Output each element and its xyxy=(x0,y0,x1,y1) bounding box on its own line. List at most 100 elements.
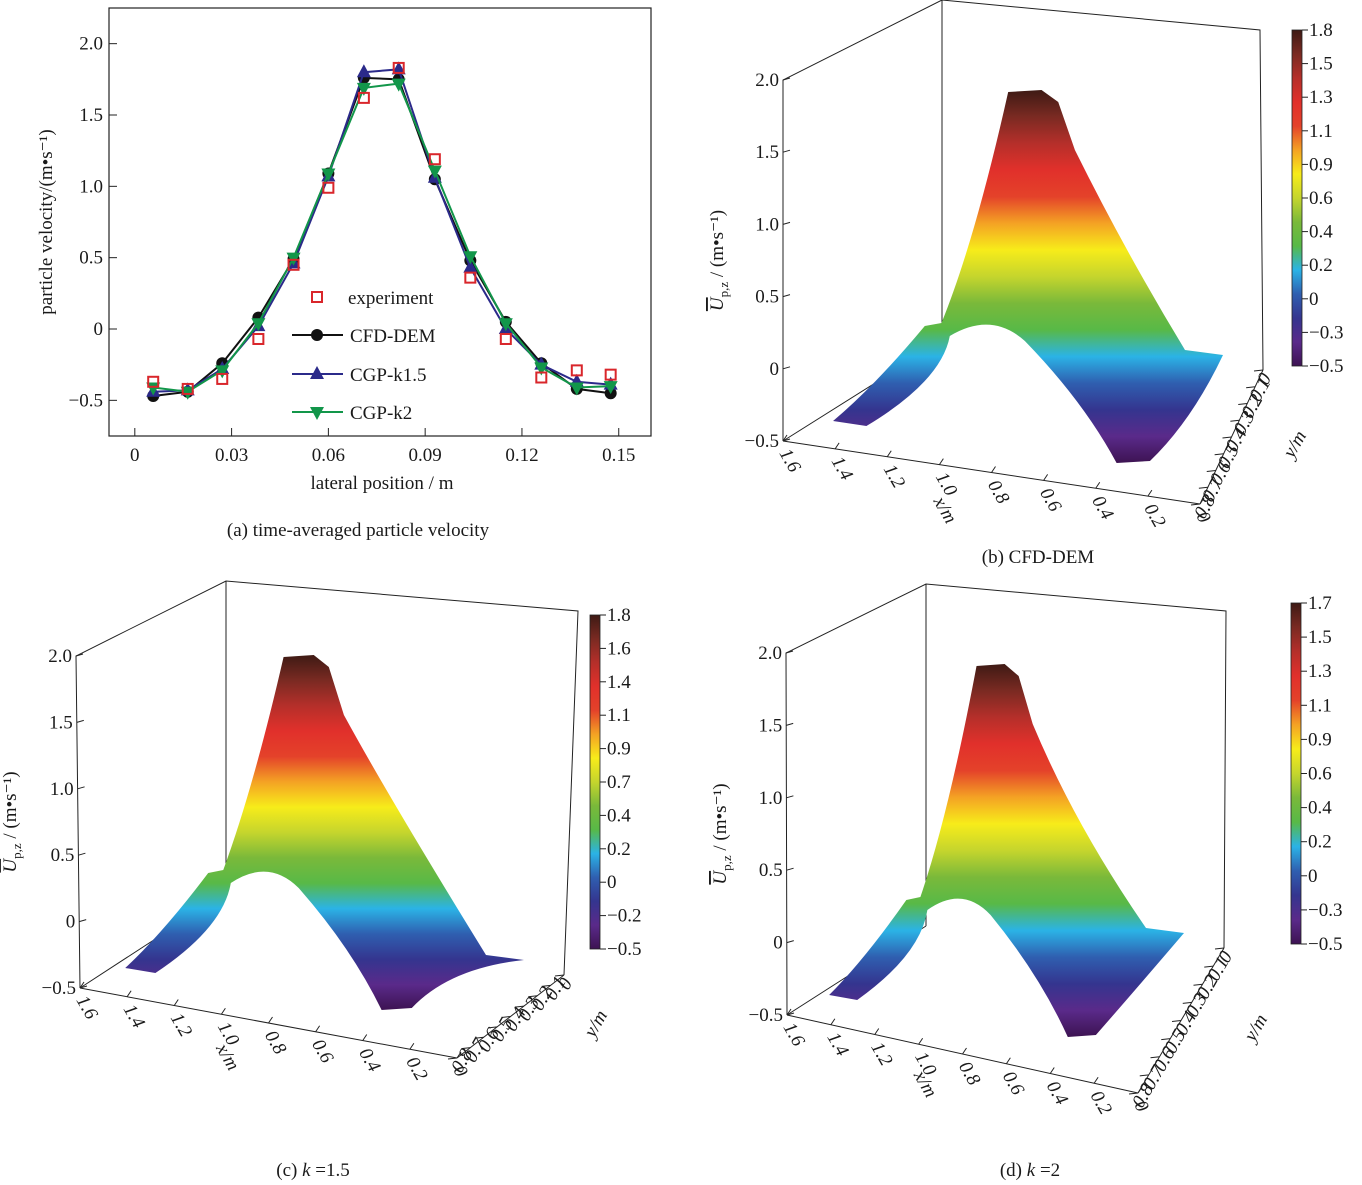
z-tick-label: 2.0 xyxy=(758,643,782,664)
data-point xyxy=(321,168,336,182)
z-label-subscript: p,z xyxy=(9,843,24,859)
data-point xyxy=(569,382,584,396)
y-tick xyxy=(1198,486,1208,489)
data-point xyxy=(534,362,549,376)
z-tick-label: 1.5 xyxy=(49,712,73,733)
x-tick-label: 0.6 xyxy=(307,1036,337,1068)
z-label-symbol: U xyxy=(0,858,21,873)
caption-prefix: (d) xyxy=(1000,1160,1027,1181)
colorbar-tick-label: 0.2 xyxy=(1309,255,1333,276)
x-tick xyxy=(79,981,85,989)
x-tick-label: 1.4 xyxy=(823,1029,853,1061)
data-point xyxy=(322,181,335,194)
colorbar-tick-label: −0.2 xyxy=(607,906,641,927)
colorbar-tick-label: 0 xyxy=(1308,866,1318,887)
data-point xyxy=(216,372,229,385)
y-tick xyxy=(1150,1056,1160,1059)
z-tick xyxy=(786,867,794,871)
y-axis-ticks: −0.5 0 0.5 1.0 1.5 2.0 xyxy=(69,34,117,411)
x-tick xyxy=(834,442,840,450)
x-tick-label: 1.6 xyxy=(72,992,102,1024)
y-tick-label: 1.0 xyxy=(79,176,103,197)
surface-mesh xyxy=(125,655,525,1010)
colorbar-tick-label: 0.4 xyxy=(1309,222,1333,243)
colorbar-tick-label: 1.6 xyxy=(607,638,631,659)
z-tick-label: 0.5 xyxy=(759,860,783,881)
x-tick-label: 0.4 xyxy=(354,1045,384,1077)
z-label-symbol: U xyxy=(707,296,728,311)
x-tick-label: 0.8 xyxy=(260,1027,290,1059)
colorbar-tick-label: 0 xyxy=(1309,289,1319,310)
x-tick xyxy=(786,1008,792,1016)
x-tick-label: 1.2 xyxy=(166,1010,196,1042)
caption-k: k xyxy=(302,1160,311,1181)
colorbar-tick-label: 0.6 xyxy=(1308,764,1332,785)
x-tick xyxy=(1137,1086,1143,1094)
panel-caption: (a) time-averaged particle velocity xyxy=(227,520,490,541)
panel-b-surface-plot: −0.5 0 0.5 1.0 1.5 2.0 Up,z / (m•s⁻¹) 1.6 1.4 1.2… xyxy=(707,0,1343,532)
x-axis-ticks: 0 0.03 0.06 0.09 0.12 0.15 xyxy=(130,428,635,466)
x-tick-label: 0.6 xyxy=(1035,484,1065,516)
z-tick xyxy=(782,149,791,153)
y-axis-label: y/m xyxy=(579,1007,612,1043)
z-tick xyxy=(75,653,84,657)
z-axis-label: Up,z / (m•s⁻¹) xyxy=(710,783,734,884)
y-tick xyxy=(514,1005,524,1008)
z-tick-label: 2.0 xyxy=(755,70,779,91)
colorbar-tick-label: 0.2 xyxy=(607,839,631,860)
colorbar-tick-label: 1.3 xyxy=(1309,87,1333,108)
caption-k: k xyxy=(1027,1160,1036,1181)
colorbar: 1.7 1.5 1.3 1.1 0.9 0.6 0.4 0.2 0 −0.3 −0.5 xyxy=(1290,593,1342,955)
colorbar-gradient xyxy=(1291,29,1303,367)
legend: experiment CFD-DEM CGP-k1.5 CGP-k2 xyxy=(292,288,436,424)
colorbar: 1.8 1.5 1.3 1.1 0.9 0.6 0.4 0.2 0 −0.3 −0.5 xyxy=(1291,20,1343,377)
colorbar-tick-label: 0.9 xyxy=(1308,729,1332,750)
data-point xyxy=(215,365,230,379)
data-point xyxy=(181,382,194,395)
z-tick xyxy=(782,221,791,225)
y-axis-label: particle velocity/(m•s⁻¹) xyxy=(36,129,57,314)
legend-label: experiment xyxy=(348,288,434,309)
z-tick xyxy=(782,438,791,442)
colorbar: 1.8 1.6 1.4 1.1 0.9 0.7 0.4 0.2 0 −0.2 −0.5 xyxy=(589,605,641,960)
data-point xyxy=(463,259,478,273)
y-tick xyxy=(554,974,565,977)
z-tick-label: 0 xyxy=(773,933,783,954)
data-point xyxy=(535,371,548,384)
z-label-unit: / (m•s⁻¹) xyxy=(710,783,731,855)
panel-d-surface-plot: −0.5 0 0.5 1.0 1.5 2.0 Up,z / (m•s⁻¹) 1.6 1.4 1.2… xyxy=(710,583,1342,1119)
legend-label: CGP-k2 xyxy=(350,403,412,424)
x-tick xyxy=(315,1025,321,1033)
z-tick-label: 0 xyxy=(770,359,780,380)
y-tick xyxy=(1161,1038,1171,1041)
legend-item: CGP-k1.5 xyxy=(292,365,427,386)
surface-mesh xyxy=(829,664,1184,1037)
y-tick xyxy=(1246,386,1256,389)
surface-panels: −0.5 0 0.5 1.0 1.5 2.0 Up,z / (m•s⁻¹) 1.6 1.4 1.2… xyxy=(0,0,1343,1119)
caption-prefix: (c) xyxy=(276,1160,302,1181)
x-tick-label: 0.2 xyxy=(1086,1087,1116,1119)
legend-marker xyxy=(310,407,324,420)
x-tick xyxy=(456,1051,462,1059)
x-tick xyxy=(1043,474,1049,481)
colorbar-tick-label: −0.3 xyxy=(1308,900,1342,921)
velocity-surface xyxy=(829,664,1184,1037)
caption-suffix: =1.5 xyxy=(311,1160,350,1181)
series-cfd-dem xyxy=(147,71,617,403)
x-tick-label: 0.2 xyxy=(1140,500,1170,532)
x-tick xyxy=(1095,481,1101,489)
colorbar-tick-label: 1.7 xyxy=(1308,593,1332,614)
data-point xyxy=(251,318,266,332)
colorbar-tick-label: 0.9 xyxy=(607,739,631,760)
y-tick xyxy=(1193,983,1203,986)
velocity-surface xyxy=(125,655,525,1010)
z-axis-ticks: −0.5 0 0.5 1.0 1.5 2.0 xyxy=(42,646,88,999)
z-axis-label: Up,z / (m•s⁻¹) xyxy=(707,210,731,311)
legend-label: CGP-k1.5 xyxy=(350,365,427,386)
z-tick xyxy=(786,940,794,944)
z-axis-ticks: −0.5 0 0.5 1.0 1.5 2.0 xyxy=(749,643,795,1026)
y-tick xyxy=(541,984,551,987)
data-point xyxy=(146,382,161,396)
box-edge xyxy=(782,0,1264,441)
colorbar-tick-label: −0.5 xyxy=(607,939,641,960)
